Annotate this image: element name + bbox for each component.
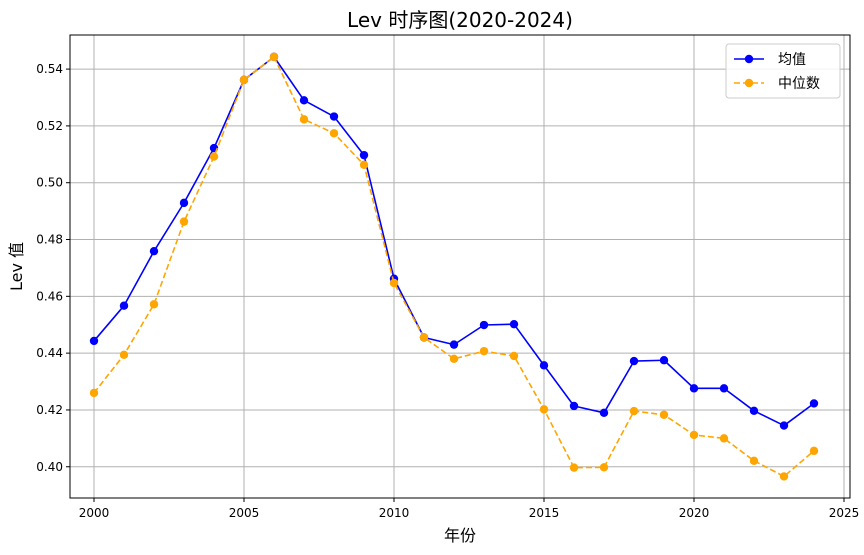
data-point — [509, 319, 519, 329]
data-point — [329, 129, 339, 138]
grid — [70, 35, 850, 498]
data-point — [209, 152, 219, 161]
legend-marker — [744, 78, 754, 88]
legend-label: 中位数 — [778, 76, 820, 92]
data-point — [359, 160, 369, 170]
data-point — [269, 52, 279, 62]
data-point — [299, 96, 309, 105]
data-point — [719, 434, 729, 443]
x-tick-label: 2020 — [679, 506, 710, 520]
data-point — [179, 217, 189, 226]
data-point — [659, 410, 669, 419]
data-point — [809, 446, 819, 456]
data-point — [479, 346, 489, 356]
y-tick-label: 0.52 — [36, 119, 63, 133]
data-point — [149, 246, 159, 256]
data-point — [629, 406, 639, 416]
y-axis-label: Lev 值 — [7, 242, 26, 291]
data-point — [179, 198, 189, 208]
x-tick-label: 2015 — [529, 506, 560, 520]
y-tick-label: 0.46 — [36, 289, 63, 303]
data-point — [569, 401, 579, 411]
data-point — [119, 301, 129, 310]
data-point — [539, 361, 549, 370]
y-tick-label: 0.50 — [36, 176, 63, 190]
y-tick-label: 0.42 — [36, 403, 63, 417]
series-layer — [89, 52, 819, 481]
data-point — [119, 350, 129, 360]
plot-frame — [69, 34, 851, 499]
data-point — [779, 472, 789, 481]
data-point — [689, 430, 699, 440]
data-point — [629, 356, 639, 366]
data-point — [569, 463, 579, 472]
chart-title: Lev 时序图(2020-2024) — [347, 8, 573, 32]
series-line — [93, 56, 815, 427]
y-tick-label: 0.40 — [36, 460, 63, 474]
y-tick-label: 0.44 — [36, 346, 63, 360]
legend-item-1: 均值 — [734, 52, 806, 68]
data-point — [749, 406, 759, 415]
data-point — [299, 115, 309, 124]
y-tick-label: 0.54 — [36, 62, 63, 76]
x-tick-label: 2025 — [829, 506, 860, 520]
data-point — [149, 300, 159, 309]
x-tick-label: 2010 — [379, 506, 410, 520]
data-point — [479, 320, 489, 330]
series-line — [93, 56, 815, 478]
data-point — [539, 405, 549, 414]
data-point — [449, 354, 459, 364]
ticks: 2000 2005 2010 2015 2020 2025 0.40 0.42 0.44 0.46… — [36, 62, 859, 520]
legend-box — [725, 43, 841, 99]
data-point — [749, 456, 759, 465]
x-tick-label: 2000 — [79, 506, 110, 520]
data-point — [779, 421, 789, 430]
data-point — [599, 408, 609, 417]
data-point — [329, 112, 339, 121]
x-axis-label: 年份 — [444, 526, 476, 545]
series-2 — [89, 52, 819, 481]
data-point — [89, 336, 99, 346]
legend-label: 均值 — [778, 52, 806, 68]
data-point — [419, 333, 429, 342]
legend-marker — [744, 54, 754, 64]
data-point — [239, 75, 249, 85]
data-point — [89, 388, 99, 398]
data-point — [509, 351, 519, 361]
data-point — [719, 384, 729, 393]
data-point — [809, 399, 819, 408]
data-point — [449, 340, 459, 349]
data-point — [359, 150, 369, 160]
y-tick-label: 0.48 — [36, 233, 63, 247]
legend-item-2: 中位数 — [734, 76, 820, 92]
x-tick-label: 2005 — [229, 506, 260, 520]
data-point — [659, 356, 669, 365]
data-point — [689, 384, 699, 393]
series-1 — [89, 52, 819, 430]
data-point — [599, 463, 609, 472]
data-point — [389, 278, 399, 288]
